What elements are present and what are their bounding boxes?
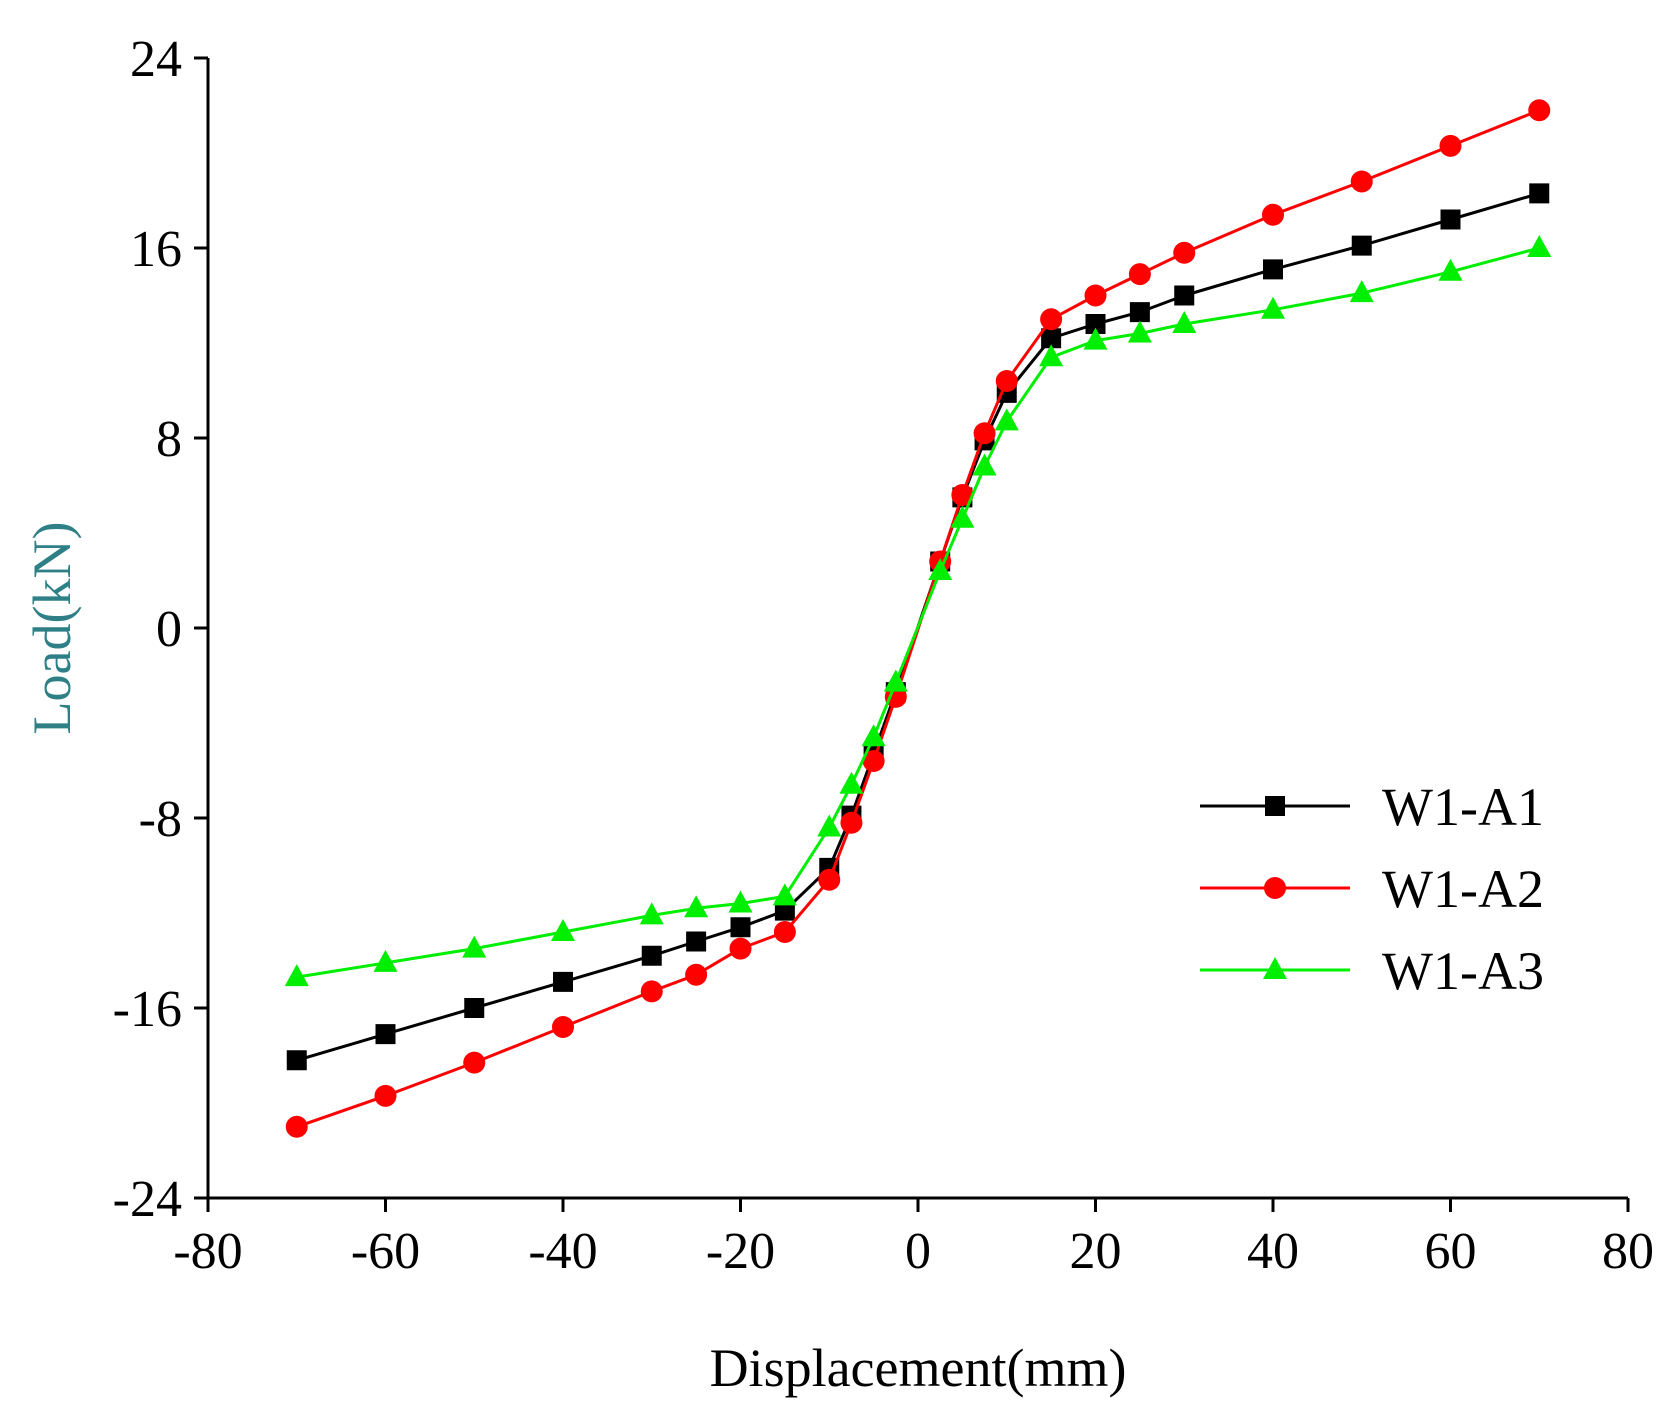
legend-label: W1-A2 bbox=[1382, 859, 1544, 919]
y-tick-label: 0 bbox=[156, 601, 182, 658]
data-point bbox=[685, 963, 708, 986]
data-point bbox=[1172, 311, 1197, 333]
data-point bbox=[1083, 327, 1108, 350]
data-point bbox=[1263, 259, 1283, 280]
data-point bbox=[686, 931, 707, 952]
x-tick-label: -80 bbox=[173, 1223, 242, 1280]
data-point bbox=[1127, 320, 1152, 343]
data-point bbox=[817, 814, 842, 837]
data-point bbox=[1263, 957, 1287, 979]
y-tick-label: 8 bbox=[156, 411, 182, 468]
data-point bbox=[551, 919, 575, 941]
data-point bbox=[1261, 296, 1285, 319]
data-point bbox=[951, 484, 974, 506]
data-point bbox=[861, 724, 886, 747]
data-point bbox=[1439, 134, 1462, 157]
data-point bbox=[1040, 308, 1063, 331]
x-tick-label: 0 bbox=[905, 1223, 931, 1280]
data-point bbox=[973, 422, 996, 445]
data-point bbox=[730, 917, 751, 938]
data-point bbox=[729, 937, 752, 960]
data-point bbox=[1039, 344, 1064, 367]
legend-item-w1-a1: W1-A1 bbox=[1200, 777, 1544, 837]
data-point bbox=[972, 453, 997, 476]
data-point bbox=[862, 750, 885, 772]
data-point bbox=[1349, 280, 1374, 303]
data-point bbox=[839, 771, 864, 794]
data-point bbox=[1440, 209, 1461, 230]
data-point bbox=[375, 1024, 396, 1045]
data-point bbox=[464, 998, 485, 1018]
data-point bbox=[950, 505, 975, 528]
legend-label: W1-A1 bbox=[1382, 777, 1544, 837]
data-point bbox=[772, 883, 797, 906]
series-line bbox=[296, 246, 1540, 979]
data-point bbox=[1085, 314, 1106, 334]
data-point bbox=[639, 902, 664, 925]
data-point bbox=[285, 1115, 308, 1138]
data-point bbox=[1351, 235, 1372, 256]
data-point bbox=[286, 1050, 307, 1071]
data-point bbox=[1173, 241, 1196, 264]
y-ticks: -24 -16 -8 0 8 16 24 bbox=[113, 31, 208, 1228]
data-point bbox=[928, 558, 953, 580]
data-point bbox=[1438, 258, 1463, 281]
data-point bbox=[1350, 170, 1373, 193]
x-tick-label: -20 bbox=[706, 1223, 775, 1280]
data-point bbox=[994, 408, 1019, 431]
data-point bbox=[728, 890, 753, 913]
data-point bbox=[641, 945, 662, 966]
x-tick-label: -40 bbox=[528, 1223, 597, 1280]
data-point bbox=[995, 370, 1018, 392]
x-tick-label: 20 bbox=[1070, 1223, 1122, 1280]
data-point bbox=[284, 964, 309, 987]
y-tick-label: -24 bbox=[113, 1171, 182, 1228]
y-tick-label: -16 bbox=[113, 981, 182, 1038]
data-point bbox=[463, 1051, 486, 1074]
data-point bbox=[1041, 328, 1062, 349]
data-point bbox=[1084, 284, 1107, 307]
data-point bbox=[553, 971, 573, 992]
data-point bbox=[1264, 877, 1286, 899]
data-point bbox=[1262, 203, 1284, 226]
y-axis-title: Load(kN) bbox=[22, 522, 82, 735]
x-axis-title: Displacement(mm) bbox=[710, 1338, 1127, 1398]
x-tick-label: 80 bbox=[1602, 1223, 1654, 1280]
data-point bbox=[462, 935, 487, 958]
data-point bbox=[1174, 285, 1195, 306]
y-tick-label: 24 bbox=[130, 31, 182, 88]
data-point bbox=[552, 1016, 574, 1038]
data-point bbox=[640, 980, 663, 1003]
x-tick-label: 40 bbox=[1247, 1223, 1299, 1280]
data-point bbox=[1527, 235, 1552, 257]
legend: W1-A1 W1-A2 W1-A3 bbox=[1200, 777, 1544, 1001]
data-point bbox=[1129, 302, 1150, 323]
x-tick-label: -60 bbox=[351, 1223, 420, 1280]
data-point bbox=[374, 1084, 397, 1107]
legend-item-w1-a2: W1-A2 bbox=[1200, 859, 1544, 919]
y-tick-label: -8 bbox=[139, 791, 182, 848]
x-ticks: -80 -60 -40 -20 0 20 40 60 80 bbox=[173, 1198, 1654, 1280]
series-group bbox=[284, 99, 1552, 1138]
series-w1-a3 bbox=[284, 235, 1552, 987]
data-point bbox=[883, 669, 908, 692]
legend-label: W1-A3 bbox=[1382, 941, 1544, 1001]
data-point bbox=[840, 811, 863, 834]
data-point bbox=[373, 949, 398, 972]
data-point bbox=[1128, 263, 1151, 286]
data-point bbox=[818, 868, 841, 891]
series-line bbox=[296, 108, 1540, 1129]
x-tick-label: 60 bbox=[1425, 1223, 1477, 1280]
data-point bbox=[1265, 796, 1285, 816]
y-tick-label: 16 bbox=[130, 221, 182, 278]
data-point bbox=[1529, 183, 1550, 204]
data-point bbox=[774, 900, 795, 921]
data-point bbox=[773, 921, 796, 943]
data-point bbox=[1528, 99, 1551, 122]
data-point bbox=[684, 895, 709, 918]
legend-item-w1-a3: W1-A3 bbox=[1200, 941, 1544, 1001]
